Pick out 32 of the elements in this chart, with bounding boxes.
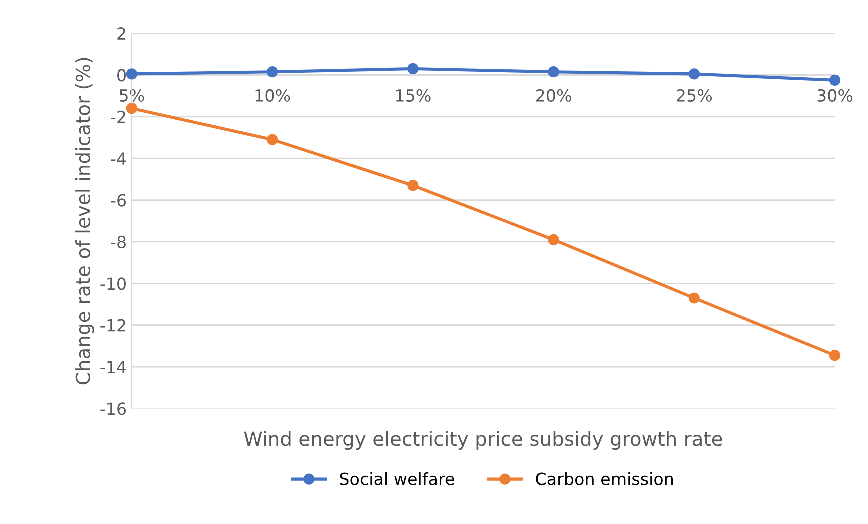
x-tick-label: 20% — [536, 89, 572, 102]
point — [548, 234, 560, 246]
legend-label: Carbon emission — [536, 472, 674, 486]
point — [548, 66, 560, 78]
point — [408, 180, 419, 192]
y-tick-label: -2 — [111, 110, 126, 124]
x-tick-label: 10% — [256, 89, 290, 102]
y-axis-title: Change rate of level indicator (%) — [75, 58, 94, 385]
y-tick-label: -10 — [100, 278, 126, 290]
y-tick-label: -6 — [111, 194, 126, 207]
point — [266, 134, 278, 146]
point — [126, 68, 138, 80]
point — [829, 350, 841, 362]
y-tick-label: -8 — [111, 236, 126, 249]
point — [126, 103, 138, 114]
point — [408, 63, 419, 75]
point — [829, 74, 841, 86]
x-tick-label: 30% — [818, 89, 853, 102]
x-tick-label: 5% — [120, 89, 144, 102]
y-tick-label: -12 — [100, 319, 126, 332]
y-tick-label: 0 — [118, 69, 126, 82]
x-tick-label: 15% — [396, 89, 431, 102]
y-tick-label: -16 — [100, 402, 126, 416]
point — [688, 68, 700, 80]
y-tick-label: -14 — [100, 361, 126, 374]
x-axis-title: Wind energy electricity price subsidy growth rate — [244, 431, 722, 450]
point — [266, 66, 278, 78]
legend-label: Social welfare — [340, 472, 454, 486]
y-tick-label: -4 — [111, 152, 126, 165]
point — [688, 292, 700, 304]
x-tick-label: 25% — [677, 89, 712, 102]
y-tick-label: 2 — [118, 28, 126, 40]
